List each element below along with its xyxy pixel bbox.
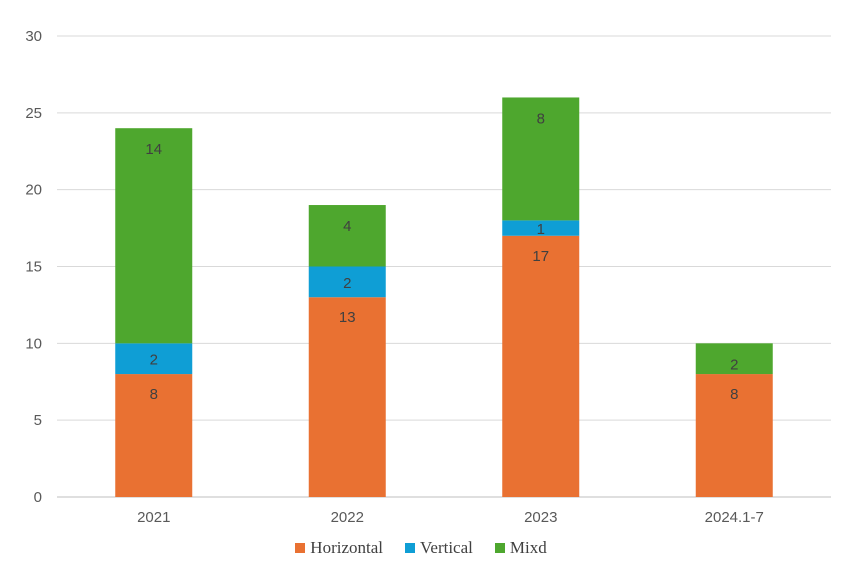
bar-vertical-2022 — [308, 266, 386, 298]
y-tick-label: 5 — [34, 412, 42, 429]
bar-vertical-2021 — [115, 343, 193, 375]
bar-horizontal-2022 — [308, 297, 386, 497]
bar-mixd-2022 — [308, 205, 386, 267]
data-label-vertical-2021: 2 — [150, 352, 158, 369]
legend: Horizontal Vertical Mixd — [0, 538, 842, 558]
x-tick-label: 2022 — [331, 509, 364, 526]
data-label-horizontal-2024.1-7: 8 — [730, 386, 738, 403]
data-label-mixd-2024.1-7: 2 — [730, 356, 738, 373]
x-tick-label: 2021 — [137, 509, 170, 526]
y-tick-label: 25 — [25, 105, 42, 122]
y-tick-label: 10 — [25, 335, 42, 352]
data-label-horizontal-2021: 8 — [150, 386, 158, 403]
legend-swatch-mixd — [494, 543, 505, 553]
data-label-horizontal-2022: 13 — [339, 309, 356, 326]
legend-swatch-vertical — [405, 543, 415, 553]
data-label-mixd-2021: 14 — [145, 141, 162, 158]
y-tick-label: 30 — [25, 28, 42, 45]
legend-label-vertical: Vertical — [420, 538, 473, 557]
y-axis-ticks: 0 5 10 15 20 25 30 — [25, 28, 42, 506]
bar-mixd-2021 — [115, 128, 193, 344]
x-tick-label: 2024.1-7 — [705, 509, 764, 526]
legend-label-mixd: Mixd — [509, 538, 547, 557]
x-axis-ticks: 2021 2022 2023 2024.1-7 — [137, 509, 764, 526]
legend-swatch-horizontal — [295, 543, 306, 553]
y-tick-label: 20 — [25, 182, 42, 199]
data-label-vertical-2023: 1 — [537, 221, 545, 238]
bar-vertical-2023 — [502, 220, 580, 236]
data-label-mixd-2023: 8 — [537, 110, 545, 127]
legend-item-vertical: Vertical — [405, 538, 473, 558]
x-tick-label: 2023 — [524, 509, 557, 526]
legend-label-horizontal: Horizontal — [310, 538, 383, 557]
y-tick-label: 15 — [25, 259, 42, 276]
bar-horizontal-2023 — [502, 235, 580, 497]
bar-mixd-2023 — [502, 97, 580, 221]
data-labels: 8 2 14 13 2 4 17 1 8 8 2 — [145, 110, 738, 403]
bars — [115, 97, 773, 497]
bar-horizontal-2024.1-7 — [695, 374, 773, 497]
legend-item-horizontal: Horizontal — [295, 538, 383, 558]
bar-mixd-2024.1-7 — [695, 343, 773, 375]
data-label-horizontal-2023: 17 — [532, 248, 549, 265]
bar-horizontal-2021 — [115, 374, 193, 497]
legend-item-mixd: Mixd — [494, 538, 547, 558]
data-label-vertical-2022: 2 — [343, 275, 351, 292]
y-tick-label: 0 — [34, 489, 42, 506]
data-label-mixd-2022: 4 — [343, 218, 351, 235]
